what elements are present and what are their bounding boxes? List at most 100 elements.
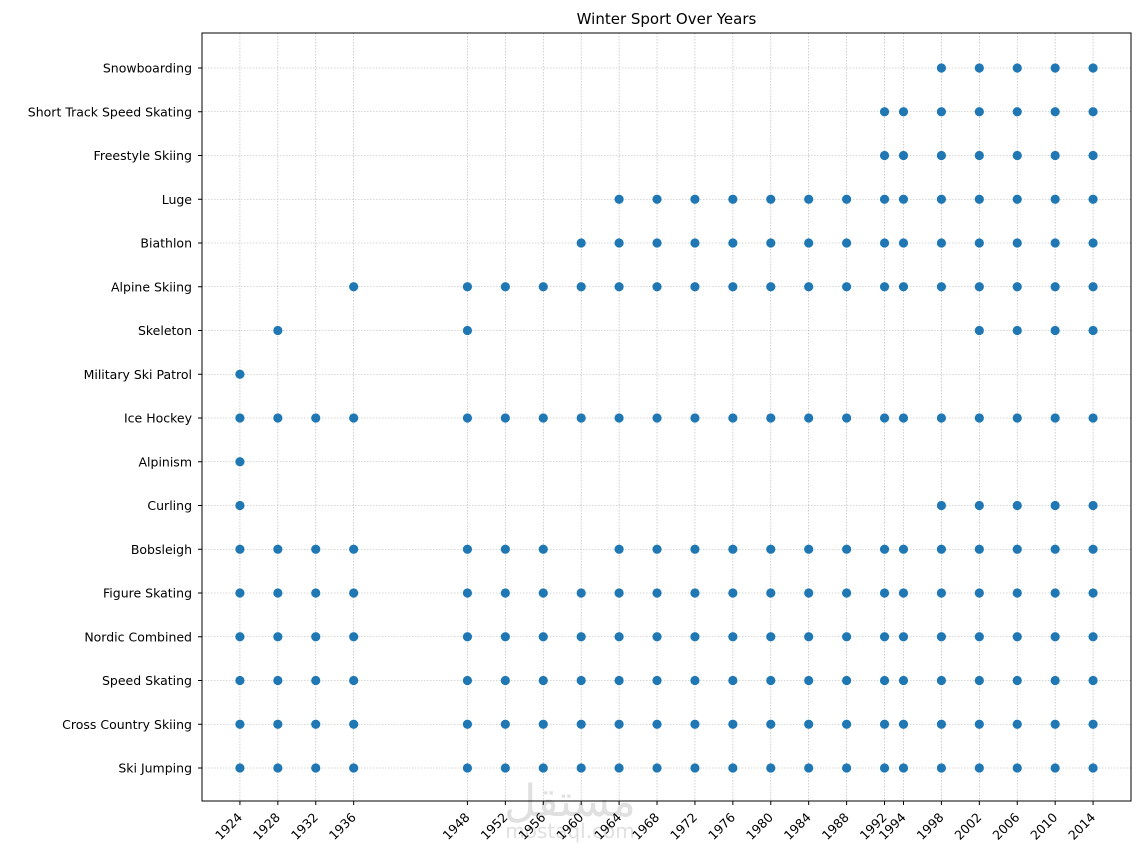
scatter-point bbox=[1088, 719, 1098, 729]
scatter-point bbox=[690, 675, 700, 686]
scatter-point bbox=[576, 719, 586, 729]
scatter-point bbox=[974, 282, 984, 292]
scatter-point bbox=[766, 675, 776, 686]
scatter-point bbox=[652, 632, 662, 642]
scatter-point bbox=[1012, 500, 1022, 511]
y-tick-label: Speed Skating bbox=[102, 673, 192, 688]
scatter-point bbox=[349, 413, 359, 423]
scatter-point bbox=[652, 194, 662, 204]
scatter-point bbox=[1012, 150, 1022, 161]
scatter-point bbox=[500, 632, 510, 642]
scatter-point bbox=[1012, 544, 1022, 554]
scatter-point bbox=[273, 632, 283, 642]
scatter-point bbox=[879, 413, 890, 423]
scatter-point bbox=[1050, 238, 1060, 248]
scatter-point bbox=[974, 413, 984, 423]
scatter-point bbox=[652, 413, 662, 423]
scatter-point bbox=[349, 544, 359, 554]
scatter-point bbox=[690, 719, 700, 729]
scatter-point bbox=[1088, 413, 1098, 423]
scatter-point bbox=[842, 238, 852, 248]
scatter-point bbox=[1012, 763, 1022, 773]
scatter-point bbox=[804, 632, 814, 642]
watermark-subtext: mostaql.com bbox=[505, 819, 635, 843]
scatter-point bbox=[690, 588, 700, 598]
scatter-point bbox=[614, 238, 624, 248]
scatter-point bbox=[898, 763, 909, 773]
scatter-point bbox=[500, 719, 510, 729]
scatter-point bbox=[538, 413, 548, 423]
scatter-point bbox=[500, 544, 510, 554]
scatter-point bbox=[879, 107, 890, 117]
scatter-point bbox=[311, 413, 321, 423]
scatter-point bbox=[690, 413, 700, 423]
scatter-point bbox=[576, 588, 586, 598]
scatter-point bbox=[1088, 107, 1098, 117]
scatter-point bbox=[538, 719, 548, 729]
scatter-point bbox=[1012, 238, 1022, 248]
scatter-point bbox=[235, 413, 245, 423]
scatter-point bbox=[804, 194, 814, 204]
scatter-point bbox=[1050, 632, 1060, 642]
scatter-point bbox=[1012, 325, 1022, 336]
scatter-point bbox=[1088, 238, 1098, 248]
scatter-point bbox=[349, 282, 359, 292]
scatter-point bbox=[1050, 325, 1060, 336]
scatter-point bbox=[804, 719, 814, 729]
scatter-point bbox=[462, 544, 473, 554]
scatter-point bbox=[462, 282, 473, 292]
scatter-point bbox=[500, 588, 510, 598]
scatter-point bbox=[1050, 544, 1060, 554]
scatter-point bbox=[898, 150, 909, 161]
scatter-point bbox=[614, 282, 624, 292]
scatter-point bbox=[462, 325, 473, 336]
scatter-point bbox=[273, 413, 283, 423]
scatter-point bbox=[538, 544, 548, 554]
y-tick-label: Nordic Combined bbox=[84, 629, 192, 644]
scatter-point bbox=[728, 632, 738, 642]
y-tick-label: Alpinism bbox=[138, 454, 192, 469]
scatter-point bbox=[235, 544, 245, 554]
scatter-point bbox=[974, 325, 984, 336]
scatter-point bbox=[842, 413, 852, 423]
scatter-point bbox=[804, 238, 814, 248]
scatter-point bbox=[349, 763, 359, 773]
scatter-point bbox=[349, 588, 359, 598]
scatter-point bbox=[690, 194, 700, 204]
scatter-point bbox=[1012, 413, 1022, 423]
scatter-point bbox=[1088, 675, 1098, 686]
scatter-point bbox=[974, 675, 984, 686]
scatter-point bbox=[349, 675, 359, 686]
plot-frame bbox=[201, 32, 1132, 802]
scatter-point bbox=[462, 763, 473, 773]
scatter-point bbox=[500, 675, 510, 686]
scatter-point bbox=[1088, 500, 1098, 511]
y-tick-label: Cross Country Skiing bbox=[62, 717, 192, 732]
scatter-point bbox=[728, 675, 738, 686]
scatter-point bbox=[728, 588, 738, 598]
scatter-point bbox=[273, 719, 283, 729]
scatter-point bbox=[804, 763, 814, 773]
scatter-point bbox=[842, 588, 852, 598]
scatter-point bbox=[974, 763, 984, 773]
scatter-point bbox=[842, 763, 852, 773]
scatter-point bbox=[652, 282, 662, 292]
scatter-point bbox=[898, 632, 909, 642]
scatter-point bbox=[936, 63, 947, 73]
scatter-point bbox=[273, 675, 283, 686]
scatter-point bbox=[690, 544, 700, 554]
scatter-point bbox=[235, 369, 245, 379]
scatter-point bbox=[728, 194, 738, 204]
scatter-point bbox=[804, 413, 814, 423]
scatter-point bbox=[614, 413, 624, 423]
scatter-point bbox=[538, 763, 548, 773]
scatter-point bbox=[1050, 150, 1060, 161]
scatter-point bbox=[462, 632, 473, 642]
scatter-point bbox=[879, 544, 890, 554]
y-tick-label: Bobsleigh bbox=[131, 542, 192, 557]
scatter-point bbox=[1088, 588, 1098, 598]
scatter-point bbox=[1012, 675, 1022, 686]
scatter-point bbox=[766, 588, 776, 598]
scatter-point bbox=[936, 194, 947, 204]
